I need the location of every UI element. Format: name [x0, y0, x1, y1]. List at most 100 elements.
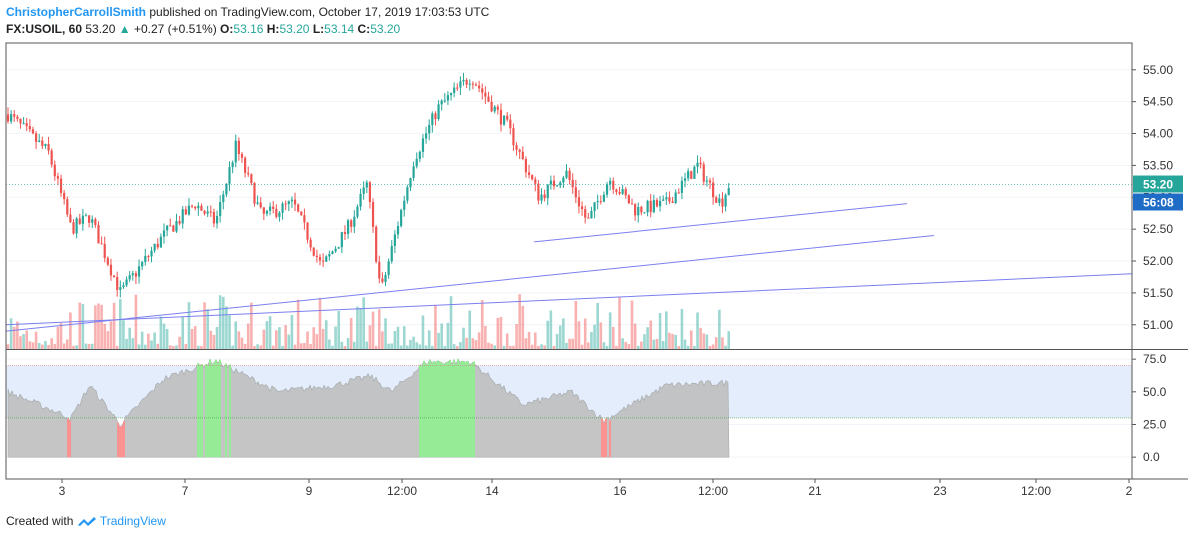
rsi-overbought — [229, 364, 231, 458]
volume-bar — [605, 345, 609, 349]
candle-body — [618, 192, 621, 194]
volume-bar — [387, 343, 390, 349]
volume-bar — [243, 343, 247, 349]
candle-body — [147, 256, 150, 258]
volume-bar — [377, 309, 381, 349]
volume-bar — [524, 338, 528, 349]
last-price-label: 53.20 — [1143, 178, 1173, 192]
rsi-axis[interactable]: 75.0 50.0 25.0 0.0 — [1132, 352, 1167, 464]
volume-bar — [203, 302, 206, 349]
candle-body — [353, 216, 356, 227]
volume-bar — [446, 322, 450, 349]
candle-body — [381, 278, 384, 283]
candle-body — [59, 178, 63, 193]
candle-body — [437, 104, 440, 120]
volume-bar — [69, 312, 72, 349]
volume-bar — [265, 321, 269, 349]
volume-bar — [449, 296, 453, 349]
candle-body — [652, 200, 655, 213]
candle-body — [424, 133, 428, 139]
volume-bar — [518, 294, 521, 349]
candle-body — [25, 123, 28, 127]
candle-body — [668, 197, 671, 202]
rsi-overbought — [429, 359, 431, 458]
rsi-overbought — [465, 361, 467, 458]
volume-bar — [677, 345, 681, 349]
candle-body — [259, 202, 262, 208]
candle-body — [462, 79, 465, 82]
volume-bar — [587, 342, 590, 349]
candle-body — [696, 162, 699, 167]
volume-bar — [452, 344, 456, 349]
time-axis[interactable]: 3 7 9 12:00 14 16 12:00 21 23 12:00 2 — [59, 479, 1133, 498]
volume-bar — [156, 343, 160, 349]
candle-body — [577, 197, 581, 207]
volume-bar — [574, 300, 578, 349]
trendline — [5, 235, 935, 332]
volume-bar — [140, 331, 144, 349]
volume-bar — [31, 342, 35, 349]
last-price: 53.20 — [85, 22, 116, 36]
candle-body — [6, 114, 10, 122]
candle-body — [237, 140, 240, 155]
candle-body — [421, 138, 425, 152]
candle-body — [356, 206, 359, 217]
volume-bar — [81, 303, 85, 349]
volume-bar — [228, 315, 231, 349]
candle-body — [131, 273, 134, 276]
price-axis[interactable]: 55.0054.5054.0053.5053.0052.5052.0051.50… — [1132, 63, 1183, 332]
candle-body — [153, 243, 156, 251]
volume-bar — [187, 302, 191, 349]
rsi-overbought — [453, 359, 455, 458]
candle-body — [474, 84, 478, 86]
rsi-tick-label: 25.0 — [1143, 417, 1167, 431]
candle-body — [562, 177, 565, 183]
volume-bar — [318, 297, 322, 349]
candle-body — [322, 260, 325, 262]
rsi-overbought — [211, 364, 213, 458]
candle-body — [683, 178, 687, 181]
volume-bar — [159, 316, 163, 349]
price-tick-label: 54.00 — [1143, 127, 1173, 141]
candle-body — [471, 83, 474, 85]
volume-bar — [487, 342, 490, 349]
candle-body — [693, 166, 696, 179]
volume-bar — [406, 345, 409, 349]
candle-body — [150, 250, 153, 257]
candle-body — [690, 171, 693, 179]
volume-bar — [349, 318, 353, 349]
candle-body — [677, 192, 680, 194]
volume-bar — [431, 345, 434, 349]
candle-body — [109, 264, 113, 276]
volume-bar — [12, 326, 16, 349]
candle-body — [116, 276, 119, 290]
candle-body — [16, 116, 19, 119]
candle-body — [440, 100, 443, 105]
trendlines[interactable] — [5, 203, 1133, 332]
candle-body — [596, 201, 599, 203]
volume-bar — [65, 339, 69, 349]
volume-bar — [537, 345, 540, 349]
volume-bar — [565, 342, 568, 349]
volume-bar — [434, 304, 437, 349]
volume-bar — [381, 331, 384, 349]
author-name[interactable]: ChristopherCarrollSmith — [6, 5, 147, 19]
volume-bar — [84, 343, 88, 349]
volume-bar — [290, 314, 294, 349]
candle-body — [365, 182, 368, 188]
candle-body — [727, 188, 730, 195]
volume-bar — [62, 343, 66, 349]
volume-bar — [97, 303, 100, 349]
candle-body — [496, 106, 499, 110]
volume-bar — [552, 345, 556, 349]
volume-bar — [9, 318, 13, 349]
volume-bar — [633, 323, 637, 349]
volume-bar — [34, 331, 38, 349]
volume-bar — [583, 318, 587, 349]
tradingview-brand[interactable]: TradingView — [99, 514, 166, 528]
time-tick-label: 12:00 — [698, 484, 728, 498]
candle-body — [106, 258, 109, 265]
candle-body — [228, 167, 231, 184]
candle-body — [609, 180, 612, 185]
